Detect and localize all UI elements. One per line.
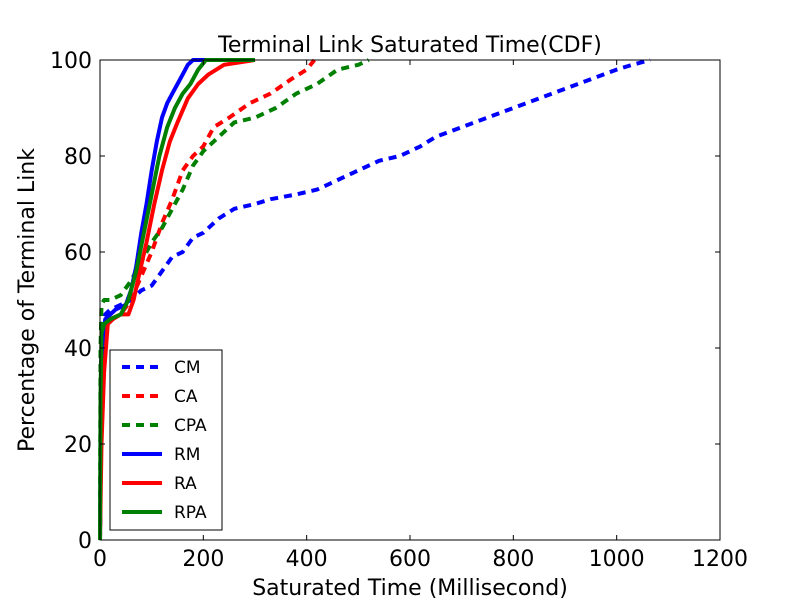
legend-box (109, 349, 223, 531)
y-tick-label: 80 (64, 145, 92, 170)
series-line-cpa (98, 58, 370, 541)
y-tick-label: 0 (78, 529, 92, 554)
legend-label-cpa: CPA (174, 416, 207, 436)
y-tick-label: 20 (64, 433, 92, 458)
series-line-ca (98, 58, 316, 541)
y-axis-title: Percentage of Terminal Link (15, 148, 40, 452)
tick-layer: 0 200 400 600 800 1000 1200 0 20 40 60 80 100 (50, 49, 748, 572)
x-tick-label: 600 (389, 547, 431, 572)
y-tick-label: 100 (50, 49, 92, 74)
legend-label-cm: CM (174, 358, 201, 378)
legend-label-rm: RM (174, 445, 200, 465)
x-tick-label: 200 (182, 547, 224, 572)
legend-label-ca: CA (174, 387, 198, 407)
series-line-ra (98, 58, 256, 541)
x-tick-label: 1200 (692, 547, 748, 572)
y-tick-label: 40 (64, 337, 92, 362)
x-tick-label: 1000 (589, 547, 645, 572)
series-line-rm (98, 58, 255, 541)
series-layer (98, 58, 651, 541)
legend: CM CA CPA RM RA RPA (109, 349, 223, 531)
series-line-rpa (98, 58, 255, 541)
y-tick-label: 60 (64, 241, 92, 266)
x-tick-label: 0 (93, 547, 107, 572)
legend-label-rpa: RPA (174, 503, 207, 523)
x-tick-label: 400 (286, 547, 328, 572)
x-tick-label: 800 (492, 547, 534, 572)
chart-title: Terminal Link Saturated Time(CDF) (217, 33, 602, 58)
x-axis-title: Saturated Time (Millisecond) (252, 576, 568, 600)
legend-label-ra: RA (174, 474, 197, 494)
